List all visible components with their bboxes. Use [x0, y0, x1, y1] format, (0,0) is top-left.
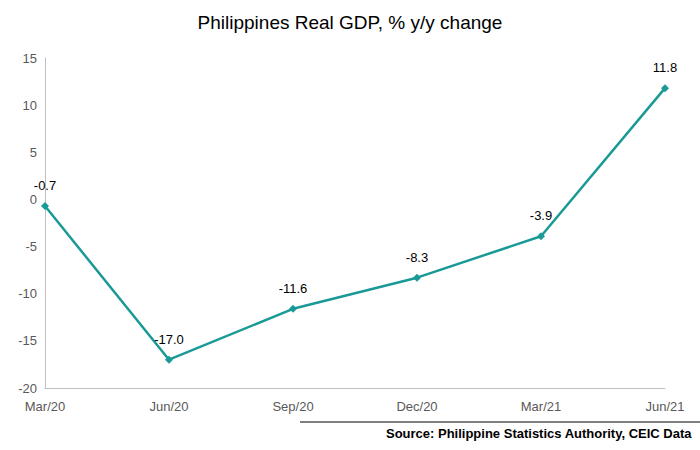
svg-text:Sep/20: Sep/20	[272, 399, 313, 414]
svg-text:Mar/21: Mar/21	[521, 399, 561, 414]
svg-text:Jun/20: Jun/20	[149, 399, 188, 414]
svg-text:-0.7: -0.7	[34, 178, 56, 193]
svg-text:5: 5	[30, 145, 37, 160]
svg-text:Jun/21: Jun/21	[645, 399, 684, 414]
svg-text:-5: -5	[25, 239, 37, 254]
svg-text:-15: -15	[18, 333, 37, 348]
svg-text:Dec/20: Dec/20	[396, 399, 437, 414]
svg-text:Philippines Real GDP, % y/y ch: Philippines Real GDP, % y/y change	[198, 12, 503, 33]
svg-text:-3.9: -3.9	[530, 208, 552, 223]
svg-text:Source: Philippine Statistics: Source: Philippine Statistics Authority,…	[386, 426, 692, 441]
svg-text:-8.3: -8.3	[406, 250, 428, 265]
svg-text:-17.0: -17.0	[154, 332, 184, 347]
svg-text:10: 10	[23, 98, 37, 113]
svg-text:Mar/20: Mar/20	[25, 399, 65, 414]
svg-text:11.8: 11.8	[653, 60, 677, 75]
svg-text:-10: -10	[18, 286, 37, 301]
svg-text:0: 0	[30, 192, 37, 207]
svg-text:-11.6: -11.6	[279, 281, 308, 296]
svg-text:15: 15	[23, 51, 37, 66]
svg-text:-20: -20	[18, 381, 37, 396]
